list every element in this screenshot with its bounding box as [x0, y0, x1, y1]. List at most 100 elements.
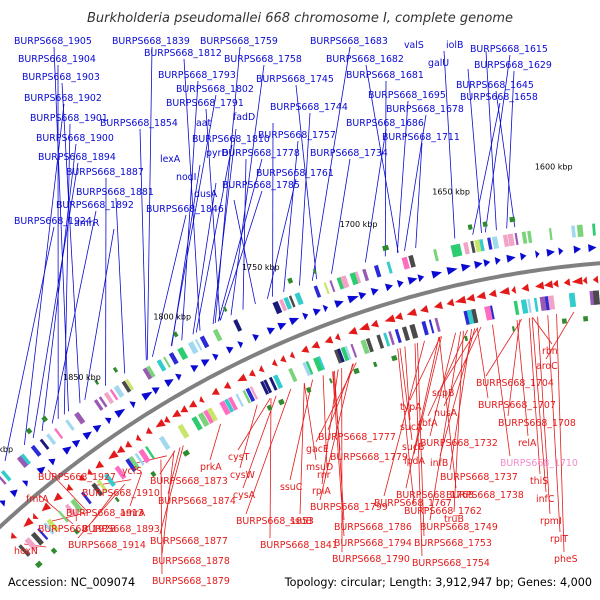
feature-inner [568, 292, 577, 308]
feature-inner [547, 295, 556, 310]
gene-label-forward: lexA [160, 154, 181, 165]
feature-outer [195, 339, 203, 351]
feature-outer [113, 385, 125, 398]
feature-green-outer [222, 306, 228, 312]
gene-label-forward: BURPS668_1802 [176, 84, 254, 95]
gene-label-reverse: BURPS668_1779 [330, 452, 408, 463]
forward-cds [114, 408, 126, 418]
forward-leader-line [230, 64, 265, 316]
reverse-cds [155, 418, 166, 428]
reverse-leader-lines [23, 311, 575, 575]
feature-inner [70, 498, 84, 513]
feature-outer [401, 256, 410, 270]
gene-label-reverse: hoxN [14, 546, 38, 557]
reverse-leader-line [404, 346, 411, 421]
feature-green-outer [287, 277, 294, 284]
gene-label-reverse: lpdA [404, 456, 426, 467]
reverse-cds [359, 322, 371, 331]
gene-label-reverse: BURPS668_1767 [374, 498, 452, 509]
feature-outer [142, 367, 153, 380]
gene-label-reverse: aroC [536, 361, 558, 372]
reverse-leader-line [556, 313, 565, 553]
reverse-cds [32, 512, 39, 519]
feature-outer [187, 341, 199, 355]
reverse-leader-line [485, 318, 523, 377]
reverse-cds [248, 369, 256, 377]
feature-inner [235, 393, 244, 407]
feature-outer [433, 249, 439, 262]
forward-cds [0, 500, 6, 507]
feature-outer [125, 378, 135, 391]
gene-label-forward: BURPS668_1903 [22, 72, 100, 83]
gene-label-forward: BURPS668_1681 [346, 70, 424, 81]
gene-label-forward: BURPS668_1744 [270, 102, 348, 113]
reverse-cds [10, 532, 18, 539]
feature-inner [365, 337, 374, 353]
reverse-cds [79, 474, 86, 481]
forward-cds [417, 274, 425, 283]
forward-cds [71, 439, 81, 448]
forward-leader-line [484, 54, 511, 233]
feature-green-outer [312, 268, 317, 275]
feature-outer [514, 232, 519, 246]
forward-cds [483, 259, 491, 268]
reverse-leader-line [532, 317, 553, 345]
gene-label-forward: BURPS668_1761 [256, 168, 334, 179]
reverse-cds [324, 335, 334, 344]
feature-inner [43, 522, 55, 535]
forward-cds [396, 280, 404, 288]
feature-outer [74, 411, 86, 425]
gene-label-reverse: gacE [306, 444, 329, 455]
forward-cds [494, 256, 501, 265]
gene-label-reverse: infC [536, 494, 555, 505]
gene-label-forward: BURPS668_1793 [158, 70, 236, 81]
gene-label-reverse: BURPS668_1928 [38, 524, 116, 535]
gene-label-reverse: typA [400, 402, 422, 413]
gene-label-reverse: truB [444, 514, 464, 525]
gene-label-forward: BURPS668_1711 [382, 132, 460, 143]
reverse-leader-line [209, 423, 221, 461]
reverse-cds [582, 276, 588, 285]
feature-inner [520, 299, 529, 314]
forward-cds [558, 247, 564, 256]
gene-label-reverse: BURPS668_1708 [498, 418, 576, 429]
gene-label-forward: BURPS668_1904 [18, 54, 96, 65]
gene-label-reverse: rpmI [540, 516, 562, 527]
feature-inner [260, 380, 270, 395]
feature-inner [527, 298, 532, 313]
feature-outer [571, 225, 576, 238]
reverse-cds [117, 445, 126, 453]
forward-cds [277, 322, 287, 331]
reverse-leader-line [47, 512, 88, 523]
map-title: Burkholderia pseudomallei 668 chromosome… [87, 11, 513, 26]
reverse-cds [95, 460, 105, 469]
gene-label-forward: BURPS668_1924 [14, 216, 92, 227]
feature-inner [344, 345, 352, 360]
gene-label-reverse: BURPS668_1777 [318, 432, 396, 443]
reverse-leader-line [405, 336, 440, 489]
forward-cds [573, 245, 582, 254]
feature-inner [350, 343, 358, 358]
reverse-cds [272, 359, 278, 367]
forward-cds [164, 379, 174, 387]
feature-green-inner [50, 547, 58, 555]
gene-label-reverse: BURPS668_1749 [420, 522, 498, 533]
reverse-cds [370, 319, 380, 328]
reverse-cds [136, 434, 142, 441]
reverse-cds [125, 440, 133, 448]
reverse-leader-line [439, 328, 476, 457]
forward-leader-line [181, 80, 199, 341]
feature-inner [340, 346, 350, 362]
reverse-leader-line [160, 459, 163, 575]
gene-label-reverse: BURPS668_1738 [446, 490, 524, 501]
feature-outer [109, 388, 119, 401]
gene-label-forward: BURPS668_1683 [310, 36, 388, 47]
forward-leader-line [283, 140, 299, 293]
forward-cds [92, 424, 102, 433]
forward-cds [151, 387, 160, 395]
feature-inner [337, 348, 345, 363]
forward-leader-line [295, 84, 317, 280]
forward-cds [384, 283, 393, 292]
feature-inner [177, 423, 190, 439]
gene-label-reverse: BURPS668_1799 [310, 502, 388, 513]
